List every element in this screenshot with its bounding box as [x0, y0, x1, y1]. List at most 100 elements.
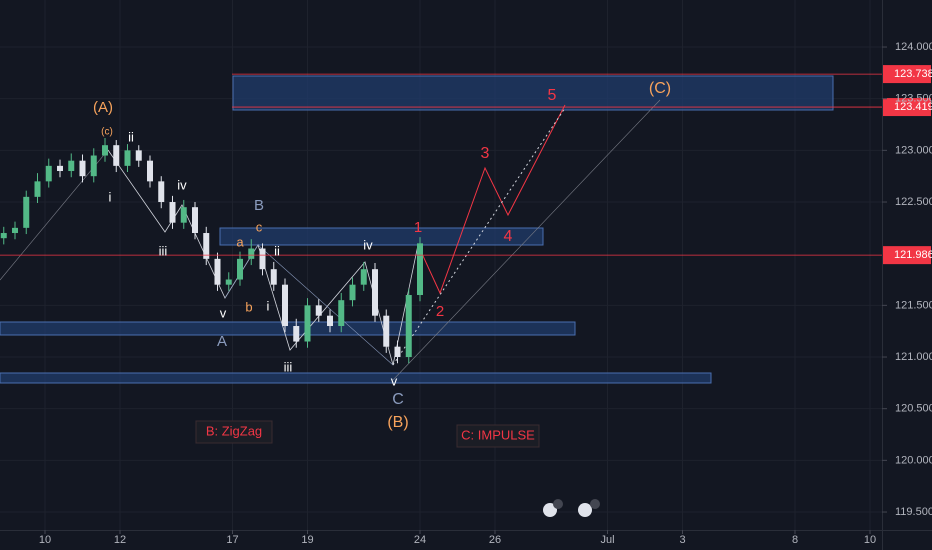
candle-body — [372, 269, 378, 316]
wave-label: iv — [363, 237, 373, 252]
candle-body — [327, 315, 333, 327]
candle-body — [203, 233, 210, 259]
wave-label: (C) — [649, 80, 671, 97]
candle-body — [293, 326, 300, 342]
y-tick-label: 124.000 — [895, 41, 932, 53]
candle-body — [180, 207, 187, 223]
candle-body — [169, 202, 176, 223]
wave-lines — [0, 99, 661, 381]
wave-label: C — [392, 391, 404, 408]
candle-body — [102, 145, 108, 156]
candle-body — [68, 160, 75, 172]
candle-body — [90, 155, 97, 177]
x-tick-label: 24 — [414, 534, 426, 546]
zones — [0, 75, 834, 384]
wave-label: b — [245, 299, 252, 314]
wave-label: 4 — [504, 228, 513, 245]
wave-label: A — [217, 333, 227, 350]
icon — [590, 499, 600, 509]
x-tick-label: 3 — [679, 534, 685, 546]
candle-body — [79, 160, 86, 177]
wave-label: (A) — [93, 99, 113, 116]
price-badge-label: 123.738 — [894, 68, 932, 80]
candle-body — [113, 145, 120, 166]
candle-body — [349, 284, 356, 301]
icon — [543, 503, 557, 517]
zone — [0, 372, 712, 384]
candle-body — [304, 305, 311, 342]
candle-body — [158, 181, 165, 203]
x-tick-label: 12 — [114, 534, 126, 546]
label-box — [456, 424, 540, 448]
y-tick-label: 120.500 — [895, 403, 932, 415]
candle-body — [0, 233, 7, 239]
candle-body — [45, 165, 52, 182]
candle-body — [417, 243, 423, 296]
wave-line — [0, 149, 109, 281]
price-badge-label: 123.419 — [894, 101, 932, 113]
wave-label: B — [254, 197, 264, 214]
icon — [553, 499, 563, 509]
wave-label: a — [236, 234, 244, 249]
y-tick-label: 123.000 — [895, 144, 932, 156]
candle-body — [248, 248, 255, 259]
wave-label: iv — [177, 177, 187, 192]
y-tick-label: 122.500 — [895, 196, 932, 208]
wave-line — [224, 244, 394, 366]
candle-body — [135, 150, 142, 161]
candle-body — [225, 279, 232, 285]
wave-label: i — [267, 298, 270, 313]
candle-body — [12, 227, 18, 234]
wave-label: 3 — [481, 145, 490, 162]
projection-line — [392, 99, 661, 381]
candles — [0, 137, 423, 364]
zone — [232, 75, 834, 111]
candle-body — [237, 258, 243, 280]
wave-label: iii — [284, 359, 293, 374]
candle-body — [214, 258, 221, 285]
y-tick-label: 121.500 — [895, 299, 932, 311]
candle-body — [147, 160, 153, 182]
candle-body — [405, 295, 412, 358]
price-badge — [883, 65, 931, 84]
candle-body — [383, 315, 390, 347]
zone — [219, 227, 544, 246]
wave-label: v — [391, 373, 398, 388]
y-tick-label: 120.000 — [895, 454, 932, 466]
x-tick-label: 10 — [864, 534, 876, 546]
y-tick-label: 119.500 — [895, 506, 932, 518]
candle-body — [315, 305, 322, 316]
wave-label: (B) — [387, 414, 408, 431]
wave-label: iii — [159, 243, 168, 258]
candle-body — [34, 181, 41, 197]
wave-label: c — [256, 219, 263, 234]
wave-label: v — [220, 305, 227, 320]
wave-label: B: ZigZag — [206, 423, 262, 438]
wave-label: C: IMPULSE — [461, 427, 535, 442]
projection-line — [417, 104, 566, 295]
candle-body — [259, 248, 266, 270]
x-tick-label: 26 — [489, 534, 501, 546]
wave-label: ii — [274, 243, 280, 258]
wave-label: 2 — [436, 303, 444, 320]
x-tick-label: Jul — [600, 534, 614, 546]
x-tick-label: 17 — [226, 534, 238, 546]
wave-label: (c) — [101, 127, 113, 138]
candle-body — [282, 284, 288, 327]
grid — [0, 0, 882, 530]
price-badge-label: 121.986 — [894, 249, 932, 261]
candle-body — [124, 150, 131, 166]
candle-body — [57, 165, 63, 172]
candle-body — [360, 269, 367, 285]
x-tick-label: 10 — [39, 534, 51, 546]
label-box — [195, 420, 273, 444]
candle-body — [23, 196, 30, 228]
candle-body — [270, 269, 277, 285]
levels: 123.738 123.419 121.986 — [0, 65, 932, 265]
price-badge — [883, 98, 931, 117]
candle-body — [338, 300, 345, 327]
x-tick-label: 8 — [792, 534, 798, 546]
